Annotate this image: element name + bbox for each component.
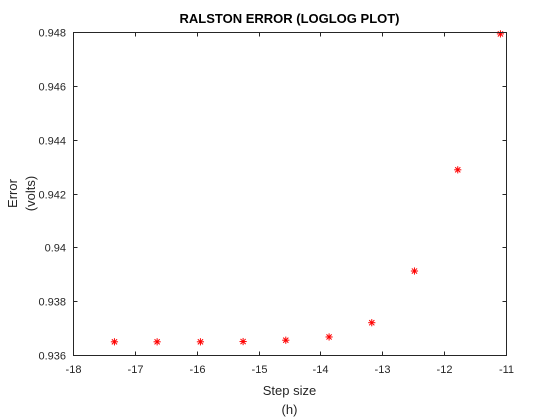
data-point [196, 338, 205, 346]
y-tick-label: 0.94 [45, 243, 66, 255]
x-tick-label: -17 [128, 364, 144, 376]
data-point [153, 338, 161, 346]
y-axis-label-line-2: (volts) [23, 176, 38, 211]
data-point [454, 166, 462, 174]
data-point [239, 337, 247, 346]
x-tick-label: -16 [190, 364, 206, 376]
y-tick-label: 0.936 [38, 351, 66, 363]
y-tick-label: 0.948 [38, 28, 66, 40]
x-tick-label: -14 [313, 364, 329, 376]
chart-title: RALSTON ERROR (LOGLOG PLOT) [179, 11, 399, 26]
x-tick-label: -13 [375, 364, 391, 376]
y-tick-label: 0.942 [38, 190, 66, 202]
x-tick-label: -18 [66, 364, 82, 376]
y-tick-label: 0.946 [38, 82, 66, 94]
data-point [325, 333, 333, 341]
data-point [496, 30, 505, 38]
x-tick-label: -15 [252, 364, 268, 376]
data-point [282, 336, 290, 344]
x-tick-label: -12 [437, 364, 453, 376]
ticks: -18 -17 -16 -15 -14 -13 -12 -11 0.936 0.938 0.94 0.… [38, 28, 514, 377]
data-point [110, 338, 119, 346]
x-axis-label-line-2: (h) [282, 402, 298, 417]
plot-area [73, 32, 506, 355]
x-tick-label: -11 [499, 364, 514, 376]
y-tick-label: 0.944 [38, 136, 66, 148]
x-axis-label-line-1: Step size [263, 383, 316, 398]
data-point [368, 319, 376, 327]
data-point [410, 267, 419, 275]
y-axis-label-line-1: Error [5, 178, 20, 208]
axes-box [73, 32, 507, 356]
y-tick-label: 0.938 [38, 297, 66, 309]
